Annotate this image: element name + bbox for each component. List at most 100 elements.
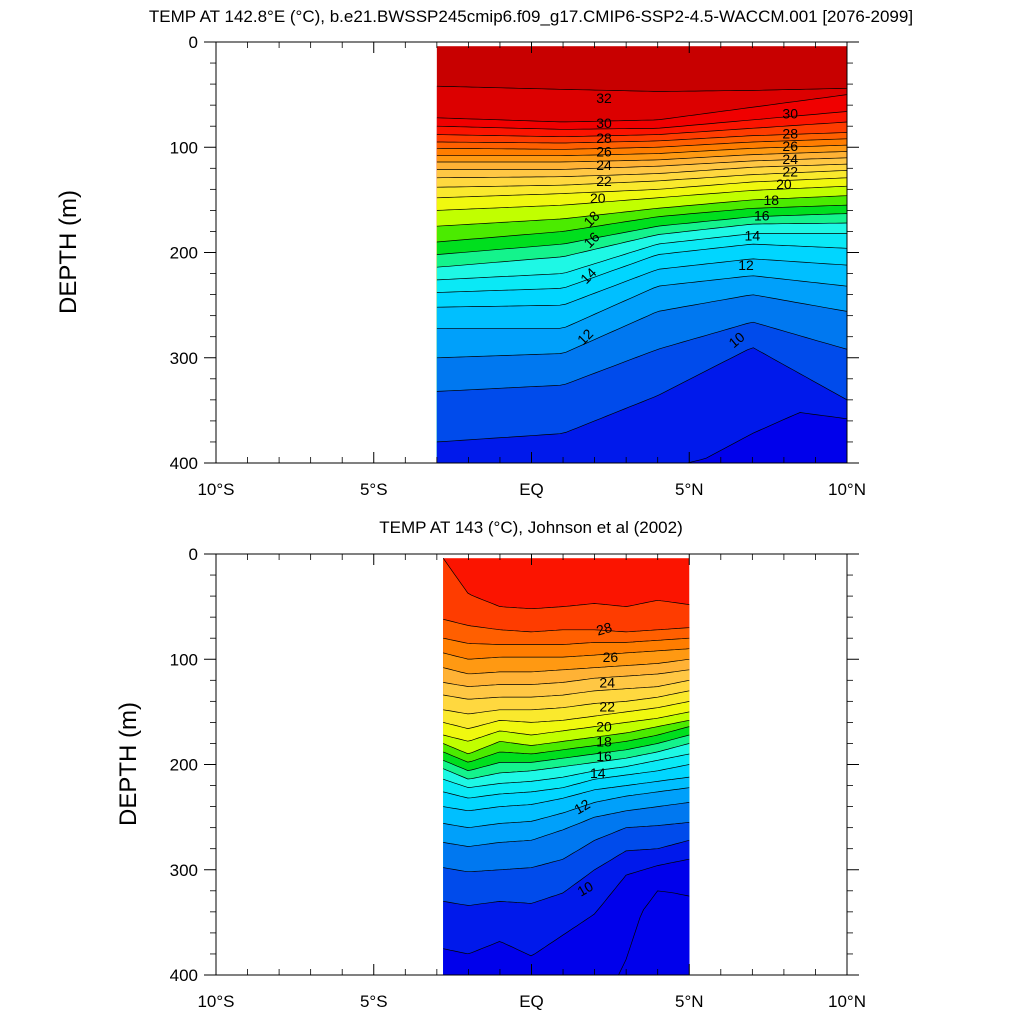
isotherm-line	[436, 321, 847, 392]
isotherm-line	[436, 151, 847, 163]
x-tick-label: 10°S	[197, 480, 234, 499]
y-tick-label: 100	[170, 650, 198, 669]
isotherm-line	[443, 822, 690, 873]
y-tick-label: 300	[170, 861, 198, 880]
contour-label: 26	[603, 649, 619, 665]
contour-label: 24	[782, 151, 798, 167]
x-tick-label: 10°N	[828, 480, 866, 499]
isotherm-line	[443, 776, 690, 812]
isotherm-line	[436, 85, 847, 92]
isotherm-line	[443, 637, 690, 645]
contour-label: 24	[596, 157, 612, 173]
isotherm-line	[443, 734, 690, 771]
isotherm-line	[436, 157, 847, 170]
isotherm-line	[685, 412, 847, 463]
contour-band	[436, 347, 847, 463]
isotherm-line	[443, 726, 690, 763]
contour-label: 28	[594, 619, 613, 639]
contour-label: 26	[782, 138, 798, 154]
x-tick-label: 5°S	[360, 480, 388, 499]
isotherm-line	[443, 648, 690, 660]
isotherm-line	[436, 222, 847, 268]
contour-label: 14	[745, 228, 761, 244]
panel-2-ylabel: DEPTH (m)	[115, 702, 142, 826]
isotherm-line	[443, 787, 690, 828]
isotherm-line	[443, 618, 690, 633]
x-tick-label: EQ	[519, 480, 544, 499]
isotherm-line	[442, 557, 690, 610]
panel-1-axes: 10°S 5°S EQ 5°N 10°N 0 100 200 300 400	[170, 33, 866, 499]
y-tick-label: 100	[170, 138, 198, 157]
isotherm-line	[436, 275, 847, 329]
y-tick-label: 0	[189, 545, 198, 564]
isotherm-line	[443, 719, 690, 755]
x-tick-label: 10°S	[197, 992, 234, 1011]
contour-label: 20	[590, 190, 606, 206]
isotherm-line	[436, 132, 847, 144]
y-tick-label: 400	[170, 966, 198, 985]
contour-label: 14	[590, 765, 606, 781]
x-tick-label: 5°S	[360, 992, 388, 1011]
panel-2-title: TEMP AT 143 (°C), Johnson et al (2002)	[379, 518, 683, 537]
contour-band	[686, 412, 847, 463]
y-tick-label: 300	[170, 349, 198, 368]
contour-band	[618, 890, 690, 975]
panel-2-axes: 10°S 5°S EQ 5°N 10°N 0 100 200 300 400	[170, 545, 866, 1011]
isotherm-line	[436, 204, 847, 243]
contour-band	[443, 975, 689, 1015]
contour-band	[437, 463, 847, 503]
isotherm-line	[436, 138, 847, 150]
contour-band	[443, 859, 690, 975]
contour-label: 22	[782, 163, 798, 179]
isotherm-line	[436, 347, 847, 443]
isotherm-line	[436, 144, 847, 157]
isotherm-line	[436, 177, 847, 199]
contour-label: 22	[596, 173, 612, 189]
isotherm-line	[443, 753, 690, 788]
isotherm-line	[443, 711, 690, 742]
contour-label: 22	[599, 699, 615, 715]
y-tick-label: 400	[170, 454, 198, 473]
contour-label: 16	[596, 748, 612, 764]
isotherm-line	[443, 743, 690, 780]
isotherm-line	[443, 701, 690, 729]
isotherm-line	[436, 185, 847, 211]
isotherm-line	[436, 243, 847, 293]
contour-label: 28	[596, 130, 612, 146]
x-tick-label: EQ	[519, 992, 544, 1011]
isotherm-line	[436, 121, 847, 138]
contour-label: 12	[738, 257, 754, 273]
panel-2: TEMP AT 143 (°C), Johnson et al (2002) D…	[115, 518, 866, 1015]
panel-1-title: TEMP AT 142.8°E (°C), b.e21.BWSSP245cmip…	[149, 7, 913, 26]
contour-label: 10	[574, 878, 596, 900]
contour-label: 16	[754, 208, 770, 224]
isotherm-line	[436, 258, 847, 308]
x-tick-label: 5°N	[675, 480, 704, 499]
isotherm-line	[618, 890, 690, 975]
isotherm-line	[436, 195, 847, 227]
isotherm-line	[436, 294, 847, 359]
isotherm-line	[443, 690, 690, 715]
isotherm-line	[436, 111, 847, 130]
x-tick-label: 10°N	[828, 992, 866, 1011]
contour-label: 26	[596, 143, 612, 159]
contour-label: 20	[776, 176, 792, 192]
isotherm-line	[443, 658, 690, 675]
contour-label: 30	[782, 106, 798, 122]
contour-label: 32	[596, 90, 612, 106]
y-tick-label: 200	[170, 756, 198, 775]
panel-1-contour-fill	[436, 46, 847, 503]
isotherm-line	[436, 94, 847, 123]
contour-label: 24	[599, 674, 615, 690]
isotherm-line	[443, 669, 690, 687]
panel-2-contour-lines	[442, 557, 690, 975]
isotherm-line	[443, 764, 690, 799]
isotherm-line	[443, 858, 690, 957]
isotherm-line	[443, 839, 690, 906]
isotherm-line	[443, 802, 690, 847]
contour-label: 18	[763, 192, 779, 208]
contour-label: 12	[571, 796, 593, 818]
isotherm-line	[436, 170, 847, 188]
